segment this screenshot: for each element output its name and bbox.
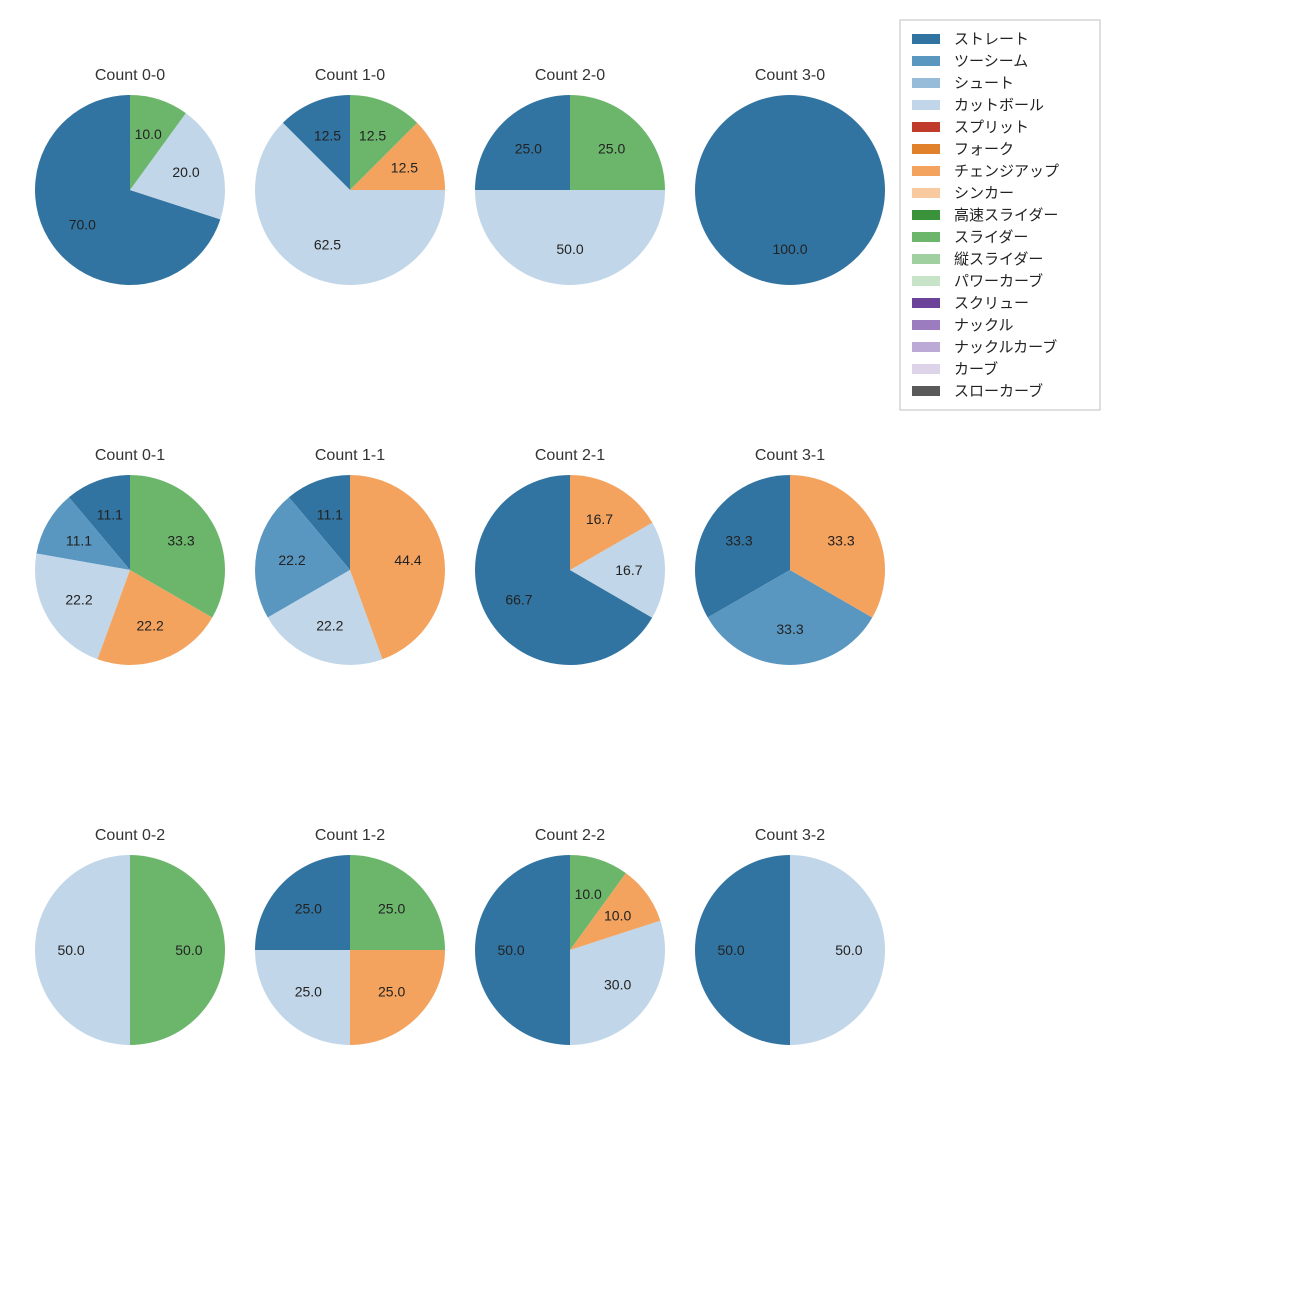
chart-title: Count 1-1 [315, 447, 385, 464]
legend-label-split: スプリット [954, 119, 1029, 136]
slice-label-slider: 33.3 [167, 533, 194, 549]
slice-label-cutball: 62.5 [314, 236, 341, 252]
slice-label-changeup: 10.0 [604, 907, 631, 923]
legend-label-changeup: チェンジアップ [954, 163, 1059, 180]
slice-label-straight: 33.3 [725, 533, 752, 549]
legend-swatch-slider [912, 232, 940, 242]
slice-label-cutball: 50.0 [835, 942, 862, 958]
legend-swatch-cutball [912, 100, 940, 110]
chart-title: Count 3-2 [755, 827, 825, 844]
chart-title: Count 1-0 [315, 67, 385, 84]
chart-title: Count 2-0 [535, 67, 605, 84]
legend-label-knk-curve: ナックルカーブ [954, 338, 1057, 356]
slice-label-straight: 25.0 [295, 900, 322, 916]
legend-swatch-slowcurve [912, 386, 940, 396]
legend-label-curve: カーブ [954, 360, 998, 378]
legend-label-slider: スライダー [954, 229, 1028, 246]
slice-label-straight: 11.1 [97, 507, 123, 523]
legend-label-hs-slider: 高速スライダー [954, 207, 1058, 224]
slice-label-cutball: 30.0 [604, 977, 631, 993]
slice-label-straight: 66.7 [505, 591, 532, 607]
slice-label-cutball: 22.2 [316, 617, 343, 633]
chart-title: Count 2-1 [535, 447, 605, 464]
slice-label-cutball: 50.0 [57, 942, 84, 958]
slice-label-cutball: 16.7 [615, 562, 642, 578]
legend-label-v-slider: 縦スライダー [954, 251, 1043, 268]
legend-swatch-knuckle [912, 320, 940, 330]
slice-label-straight: 50.0 [497, 942, 524, 958]
slice-label-slider: 50.0 [175, 942, 202, 958]
legend-swatch-shoot [912, 78, 940, 88]
slice-label-straight: 70.0 [69, 217, 96, 233]
chart-title: Count 3-0 [755, 67, 825, 84]
slice-label-changeup: 16.7 [586, 511, 613, 527]
slice-label-changeup: 33.3 [827, 533, 854, 549]
slice-label-changeup: 22.2 [137, 617, 164, 633]
legend-swatch-two-seam [912, 56, 940, 66]
legend-label-knuckle: ナックル [954, 317, 1014, 334]
legend-swatch-powercurve [912, 276, 940, 286]
slice-label-cutball: 25.0 [295, 984, 322, 1000]
chart-title: Count 3-1 [755, 447, 825, 464]
slice-label-slider: 25.0 [378, 900, 405, 916]
slice-label-straight: 11.1 [317, 507, 343, 523]
legend-swatch-v-slider [912, 254, 940, 264]
legend-swatch-split [912, 122, 940, 132]
slice-label-changeup: 25.0 [378, 984, 405, 1000]
slice-label-two-seam: 22.2 [278, 552, 305, 568]
legend-label-shoot: シュート [954, 75, 1014, 92]
slice-label-straight: 50.0 [717, 942, 744, 958]
legend-label-sinker: シンカー [954, 185, 1014, 202]
legend-swatch-curve [912, 364, 940, 374]
legend-swatch-sinker [912, 188, 940, 198]
legend-swatch-changeup [912, 166, 940, 176]
legend-label-screw: スクリュー [954, 295, 1029, 312]
legend-label-slowcurve: スローカーブ [954, 382, 1043, 400]
slice-label-slider: 10.0 [575, 886, 602, 902]
slice-label-changeup: 12.5 [391, 159, 418, 175]
chart-title: Count 0-2 [95, 827, 165, 844]
legend-label-powercurve: パワーカーブ [954, 272, 1043, 290]
slice-label-changeup: 44.4 [394, 552, 421, 568]
chart-title: Count 1-2 [315, 827, 385, 844]
slice-label-cutball: 22.2 [65, 591, 92, 607]
pie-grid: Count 0-0 70.0 20.0 10.0 Count 1-0 12.5 62.5 12… [0, 0, 1300, 1300]
legend-label-straight: ストレート [954, 31, 1029, 48]
slice-label-slider: 10.0 [135, 126, 162, 142]
legend-swatch-knk-curve [912, 342, 940, 352]
legend-swatch-fork [912, 144, 940, 154]
legend: ストレートツーシームシュートカットボールスプリットフォークチェンジアップシンカー… [900, 20, 1100, 410]
legend-label-two-seam: ツーシーム [954, 53, 1028, 70]
legend-swatch-screw [912, 298, 940, 308]
legend-label-fork: フォーク [954, 141, 1014, 158]
legend-swatch-hs-slider [912, 210, 940, 220]
slice-label-cutball: 50.0 [556, 241, 583, 257]
legend-swatch-straight [912, 34, 940, 44]
slice-label-straight: 100.0 [772, 241, 807, 257]
legend-label-cutball: カットボール [954, 97, 1044, 114]
chart-title: Count 2-2 [535, 827, 605, 844]
slice-label-straight: 12.5 [314, 128, 341, 144]
slice-label-straight: 25.0 [515, 140, 542, 156]
slice-label-two-seam: 33.3 [776, 621, 803, 637]
chart-title: Count 0-1 [95, 447, 165, 464]
chart-title: Count 0-0 [95, 67, 165, 84]
slice-label-slider: 12.5 [359, 128, 386, 144]
slice-label-two-seam: 11.1 [66, 533, 92, 549]
slice-label-cutball: 20.0 [172, 164, 199, 180]
slice-label-slider: 25.0 [598, 140, 625, 156]
